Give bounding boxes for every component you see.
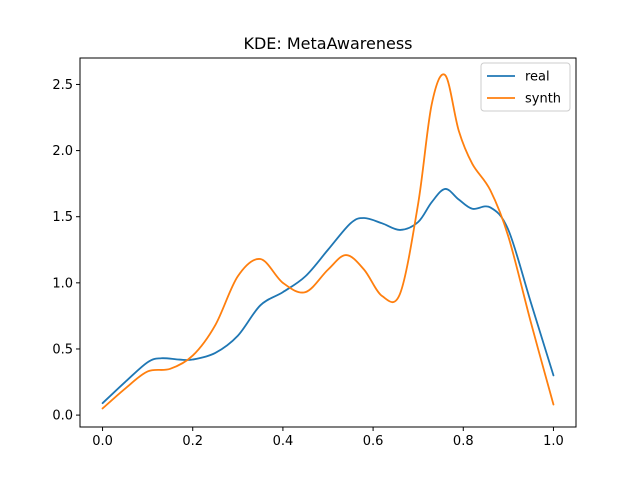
series-line-synth: [101, 73, 555, 410]
x-tick-label: 0.8: [453, 434, 474, 449]
legend: real synth: [480, 62, 571, 112]
x-tick-label: 0.6: [363, 434, 384, 449]
x-tick-label: 0.0: [92, 434, 113, 449]
legend-label-real: real: [525, 70, 550, 85]
x-tick-label: 1.0: [543, 434, 564, 449]
legend-box: [480, 62, 571, 112]
x-tick-label: 0.2: [182, 434, 203, 449]
chart-title: KDE: MetaAwareness: [243, 34, 412, 53]
y-tick-label: 0.5: [52, 342, 73, 357]
y-tick-label: 0.0: [52, 409, 73, 424]
legend-label-synth: synth: [525, 92, 561, 107]
plot-area-frame: [79, 57, 577, 428]
x-tick-label: 0.4: [273, 434, 294, 449]
y-tick-label: 2.5: [52, 78, 73, 93]
series-line-real: [101, 188, 555, 405]
y-tick-label: 1.0: [52, 276, 73, 291]
y-tick-label: 2.0: [52, 144, 73, 159]
y-tick-label: 1.5: [52, 210, 73, 225]
